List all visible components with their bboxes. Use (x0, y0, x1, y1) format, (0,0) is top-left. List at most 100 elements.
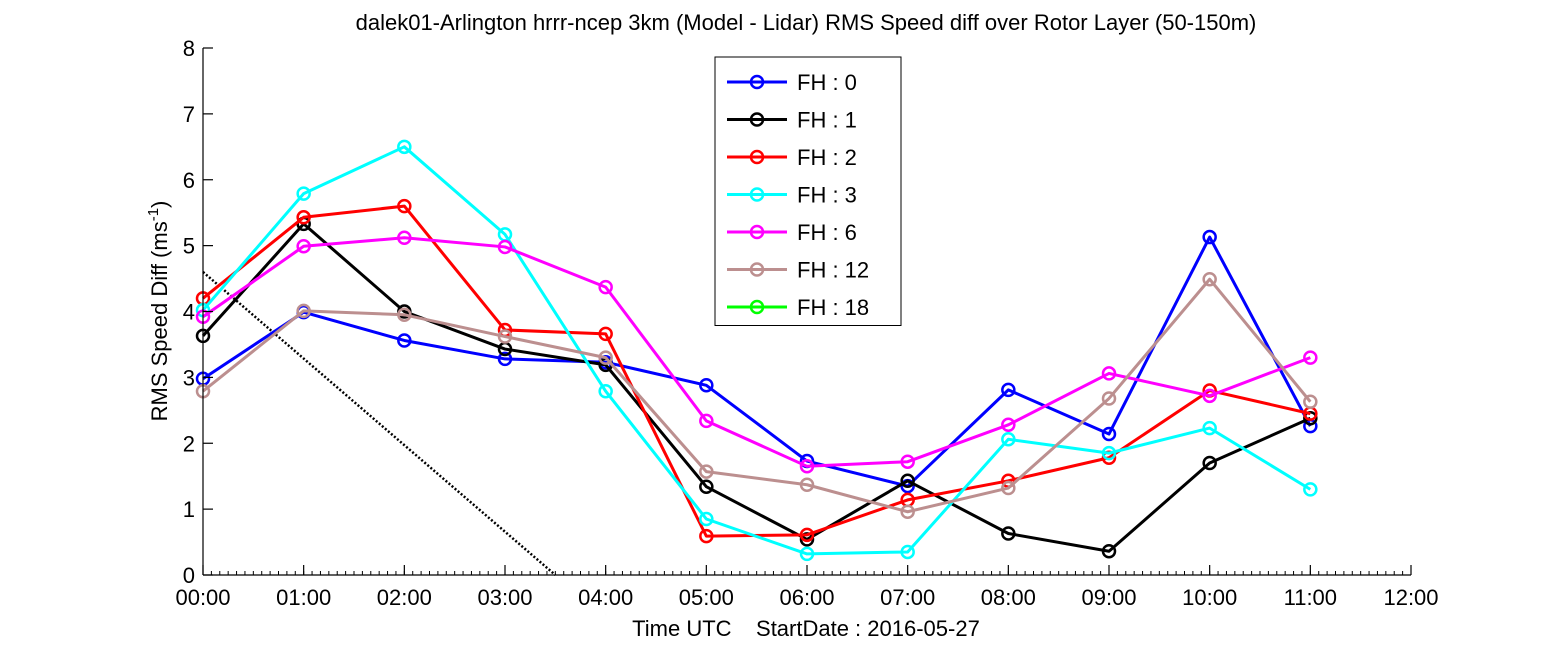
legend-entry: FH : 6 (727, 220, 857, 245)
data-point (1001, 432, 1016, 447)
series-6 (195, 271, 1318, 520)
data-point (598, 326, 613, 342)
data-point (1001, 382, 1016, 398)
series-layer (195, 139, 1318, 562)
data-point (900, 544, 915, 560)
data-point (497, 329, 513, 344)
legend-swatch-marker (749, 74, 765, 90)
data-point (296, 303, 311, 319)
y-axis-label-superscript: -1 (145, 208, 162, 221)
x-tick-label: 10:00 (1182, 585, 1237, 610)
data-point (1202, 229, 1217, 245)
data-point (1202, 455, 1217, 471)
data-point (598, 350, 613, 365)
series-line (202, 235, 1312, 488)
x-tick-label: 02:00 (377, 585, 432, 610)
data-point (1202, 388, 1217, 404)
data-point (1303, 482, 1318, 497)
legend-box (714, 56, 902, 326)
series-line (201, 222, 1311, 553)
axes-layer: 00:00 01:00 02:00 03:00 04:00 05:00 06:00 07:00… (175, 36, 1438, 610)
data-point (1303, 394, 1318, 409)
data-point (799, 546, 815, 562)
y-tick-label: 1 (183, 497, 195, 522)
y-tick-label: 4 (183, 300, 195, 325)
data-point (296, 186, 311, 201)
legend-entry: FH : 2 (727, 145, 857, 170)
data-point (1101, 426, 1117, 442)
data-point (296, 239, 311, 254)
legend-swatch-marker (749, 149, 765, 165)
data-point (900, 473, 915, 489)
series-4 (195, 139, 1318, 562)
x-tick-label: 09:00 (1081, 585, 1136, 610)
x-tick-label: 07:00 (880, 585, 935, 610)
data-point (799, 477, 815, 493)
legend-entry: FH : 12 (727, 258, 869, 283)
x-tick-label: 05:00 (679, 585, 734, 610)
series-line (202, 277, 1312, 514)
data-point (397, 198, 412, 214)
data-point (296, 210, 311, 225)
data-point (1303, 350, 1318, 365)
data-point (1101, 445, 1117, 461)
data-point (699, 528, 714, 544)
data-point (497, 239, 513, 255)
series-line (201, 145, 1312, 556)
x-tick-label: 03:00 (477, 585, 532, 610)
data-point (699, 413, 714, 429)
y-tick-label: 3 (183, 365, 195, 390)
data-point (1101, 391, 1117, 406)
data-point (699, 378, 714, 393)
x-tick-label: 11:00 (1284, 585, 1337, 610)
legend: FH : 0 FH : 1 FH : 2 FH : 3 FH : 6 FH : 12 FH … (714, 56, 902, 326)
data-point (699, 464, 714, 479)
legend-entry: FH : 1 (727, 108, 857, 133)
reference-dotted-line (202, 271, 557, 576)
legend-entry: FH : 18 (727, 295, 869, 320)
data-point (900, 504, 915, 520)
data-point (598, 383, 613, 399)
data-point (1101, 366, 1117, 381)
legend-swatch-marker (749, 187, 765, 202)
y-tick-label: 0 (183, 563, 195, 588)
x-tick-label: 06:00 (779, 585, 834, 610)
legend-swatch-marker (749, 262, 765, 277)
data-point (598, 279, 613, 295)
reference-line-layer (202, 271, 557, 576)
legend-entry: FH : 0 (727, 70, 857, 95)
chart-title: dalek01-Arlington hrrr-ncep 3km (Model -… (356, 10, 1257, 35)
x-tick-label: 12:00 (1383, 585, 1438, 610)
legend-label: FH : 2 (797, 145, 857, 170)
x-tick-label: 08:00 (981, 585, 1036, 610)
data-point (397, 230, 412, 245)
data-point (397, 139, 412, 155)
legend-label: FH : 18 (797, 295, 869, 320)
x-tick-label: 04:00 (578, 585, 633, 610)
x-tick-label: 00:00 (175, 585, 230, 610)
y-axis-label: RMS Speed Diff (ms-1) (145, 201, 172, 422)
y-tick-label: 2 (183, 431, 195, 456)
legend-label: FH : 0 (797, 70, 857, 95)
legend-swatch-marker (749, 299, 765, 315)
x-axis-label: Time UTC StartDate : 2016-05-27 (632, 616, 980, 641)
y-tick-label: 8 (183, 36, 195, 61)
data-point (1001, 417, 1016, 433)
data-point (397, 307, 412, 323)
legend-label: FH : 6 (797, 220, 857, 245)
x-tick-label: 01:00 (276, 585, 331, 610)
data-point (699, 511, 714, 527)
data-point (1101, 544, 1117, 559)
y-axis-label-main: RMS Speed Diff (ms (147, 221, 172, 421)
legend-entry: FH : 3 (727, 183, 857, 208)
data-point (799, 527, 815, 543)
data-point (1202, 420, 1217, 436)
data-point (1202, 271, 1217, 287)
data-point (900, 454, 915, 469)
y-tick-label: 5 (183, 234, 195, 259)
y-tick-label: 6 (183, 168, 195, 193)
y-tick-label: 7 (183, 102, 195, 127)
legend-swatch-marker (749, 224, 765, 240)
data-point (799, 459, 815, 474)
legend-label: FH : 1 (797, 108, 857, 133)
